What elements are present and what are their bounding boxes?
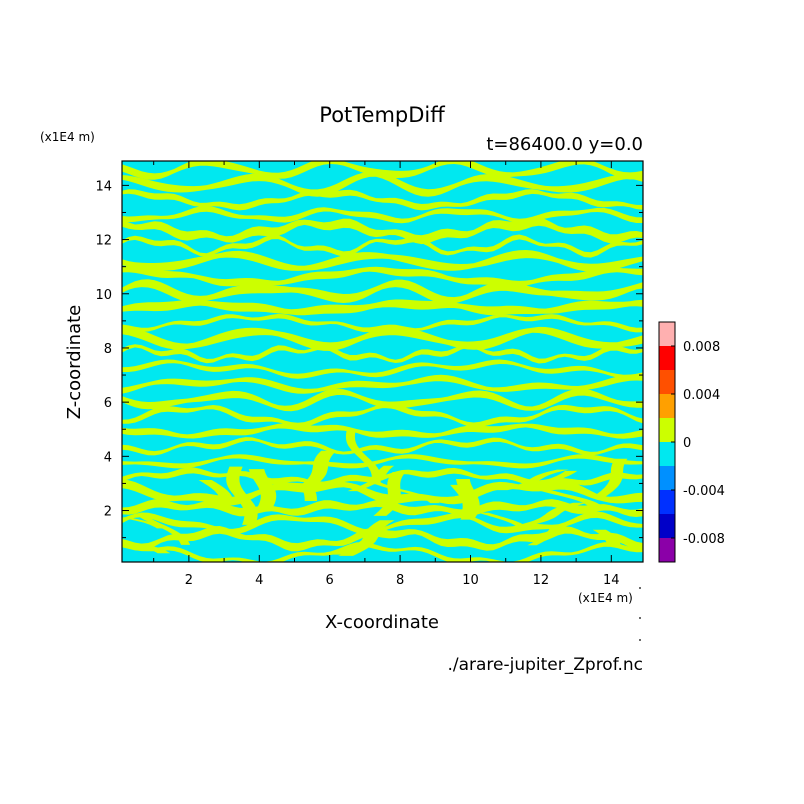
chart-title: PotTempDiff	[319, 103, 445, 127]
colorbar-segment	[659, 346, 675, 370]
colorbar-tick-label: 0	[683, 436, 691, 451]
field-cell	[536, 470, 578, 483]
x-tick-label: 4	[255, 573, 263, 588]
field-cell	[521, 482, 603, 507]
field-band	[122, 343, 643, 364]
plot-area	[122, 161, 643, 562]
field-band	[122, 205, 643, 224]
field-cell	[338, 520, 395, 556]
x-axis-label: X-coordinate	[325, 612, 439, 633]
colorbar-segment	[659, 514, 675, 538]
x-axis: 2 4 6 8 10 12 14	[153, 161, 620, 588]
field-band	[122, 423, 643, 439]
field-cell	[345, 429, 381, 485]
source-file-label: ./arare-jupiter_Zprof.nc	[447, 655, 643, 675]
y-axis: 2 4 6 8 10 12 14	[95, 179, 643, 539]
x-unit-label: (x1E4 m)	[578, 591, 633, 605]
y-tick-label: 6	[104, 396, 112, 411]
x-tick-label: 6	[326, 573, 334, 588]
colorbar-segment	[659, 466, 675, 490]
marker-dot-1	[639, 587, 641, 589]
colorbar: -0.008 -0.004 0 0.004 0.008	[658, 321, 725, 563]
plot-frame	[121, 160, 644, 563]
field-band	[122, 454, 643, 469]
marker-dot-3	[639, 639, 641, 641]
y-tick-label: 8	[104, 342, 112, 357]
field-cell	[248, 469, 277, 510]
colorbar-tick-label: 0.004	[683, 388, 720, 403]
colorbar-segment	[659, 370, 675, 394]
field-band	[122, 217, 643, 245]
field-band	[122, 313, 643, 333]
colorbar-tick-label: -0.004	[683, 484, 725, 499]
y-tick-label: 2	[104, 505, 112, 520]
field-cell	[527, 525, 561, 546]
field-band	[122, 161, 643, 180]
y-tick-label: 4	[104, 450, 112, 465]
colorbar-segment	[659, 322, 675, 346]
colorbar-segment	[659, 394, 675, 418]
field-band	[122, 326, 643, 351]
x-tick-label: 8	[396, 573, 404, 588]
field-band	[122, 234, 643, 258]
field-cell	[450, 484, 475, 516]
field-band	[122, 189, 643, 211]
y-tick-label: 12	[95, 234, 112, 249]
field-cell	[122, 517, 166, 529]
field-cell	[347, 465, 395, 492]
chart-subtitle: t=86400.0 y=0.0	[486, 134, 643, 155]
field-cell	[513, 502, 588, 527]
colorbar-segment	[659, 442, 675, 466]
field-cell	[330, 540, 375, 555]
field-band	[122, 359, 643, 380]
y-tick-label: 10	[95, 288, 112, 303]
y-tick-label: 14	[95, 179, 112, 194]
field-band	[122, 250, 643, 272]
colorbar-tick-label: 0.008	[683, 340, 720, 355]
field-band	[122, 299, 643, 316]
field-cell	[137, 545, 171, 554]
x-tick-label: 12	[533, 573, 550, 588]
y-axis-label: Z-coordinate	[64, 305, 85, 420]
field-cell	[226, 466, 258, 525]
colorbar-tick-label: -0.008	[683, 532, 725, 547]
x-tick-label: 14	[603, 573, 620, 588]
field-band	[122, 403, 643, 428]
field-band	[122, 172, 643, 197]
colorbar-segment	[659, 490, 675, 514]
colorbar-segment	[659, 538, 675, 562]
marker-dot-2	[639, 617, 641, 619]
field-band	[122, 266, 643, 288]
field-band	[122, 511, 643, 535]
field-band	[122, 388, 643, 412]
field-cell	[365, 478, 440, 504]
field-band	[122, 479, 643, 506]
field-cell	[293, 450, 337, 491]
field-cell	[592, 458, 628, 497]
field-cell	[592, 529, 622, 547]
colorbar-segment	[659, 418, 675, 442]
field-cell	[373, 472, 406, 516]
y-unit-label: (x1E4 m)	[40, 130, 95, 144]
field-band	[122, 437, 643, 456]
field-cell	[496, 469, 569, 491]
field-bands	[122, 161, 643, 562]
field-band	[122, 374, 643, 394]
field-cell	[198, 480, 235, 504]
x-tick-label: 2	[185, 573, 193, 588]
x-tick-label: 10	[462, 573, 479, 588]
